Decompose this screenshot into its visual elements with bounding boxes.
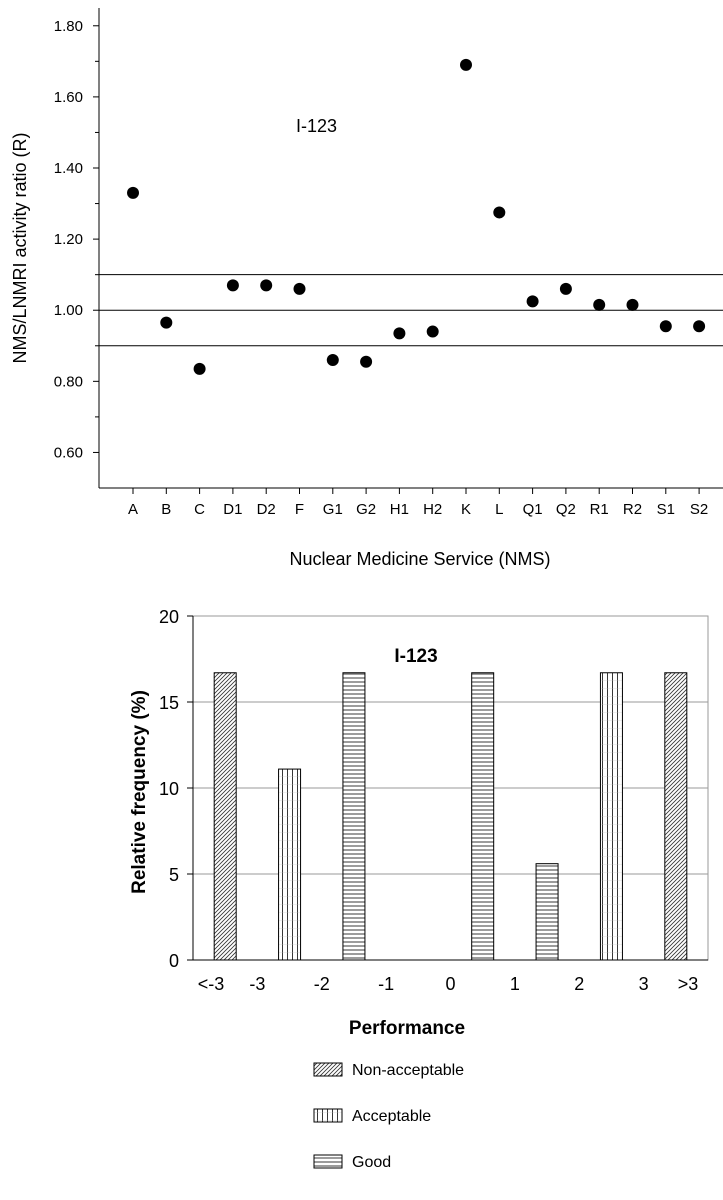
bar-series — [213, 672, 688, 961]
x-tick-label: G1 — [323, 501, 343, 518]
data-point-Q2 — [559, 282, 572, 295]
data-point-F — [293, 282, 306, 295]
y-tick-label: 0 — [169, 951, 179, 971]
x-tick-label: -1 — [378, 974, 394, 994]
y-tick-label: 1.60 — [54, 89, 83, 106]
bar-y-ticks: 0 5 10 15 20 — [159, 607, 193, 971]
x-tick-label: H2 — [423, 501, 442, 518]
x-tick-label: G2 — [356, 501, 376, 518]
scatter-y-ticks: 0.60 0.80 1.00 1.20 1.40 1.60 1.80 — [54, 18, 99, 461]
x-tick-label: R1 — [590, 501, 609, 518]
y-tick-label: 0.60 — [54, 444, 83, 461]
x-tick-label: D1 — [223, 501, 242, 518]
data-point-D2 — [260, 279, 273, 292]
data-point-S1 — [659, 320, 672, 333]
bar-5 — [471, 672, 495, 961]
y-tick-label: 1.20 — [54, 231, 83, 248]
scatter-reference-lines — [99, 274, 723, 347]
data-point-L — [493, 206, 506, 219]
x-tick-label: S2 — [690, 501, 708, 518]
bar-chart-title: I-123 — [394, 646, 437, 667]
bar-legend: Non-acceptable Acceptable Good — [313, 1062, 464, 1171]
bar-x-axis-label: Performance — [349, 1018, 465, 1039]
data-point-H1 — [393, 327, 406, 340]
scatter-chart: 0.60 0.80 1.00 1.20 1.40 1.60 1.80 A B C D1 D2 F G1 G… — [10, 8, 723, 569]
y-tick-label: 20 — [159, 607, 179, 627]
x-tick-label: Q2 — [556, 501, 576, 518]
bar-7 — [599, 672, 623, 961]
y-tick-label: 1.80 — [54, 18, 83, 35]
data-point-S2 — [693, 320, 706, 333]
legend-swatch-good — [313, 1154, 343, 1169]
y-tick-label: 0.80 — [54, 373, 83, 390]
legend-swatch-non-acceptable — [313, 1062, 343, 1077]
x-tick-label: Q1 — [523, 501, 543, 518]
legend-label: Good — [352, 1154, 391, 1171]
y-tick-label: 1.00 — [54, 302, 83, 319]
legend-label: Acceptable — [352, 1108, 431, 1125]
bar-6 — [535, 863, 559, 961]
legend-swatch-acceptable — [313, 1108, 343, 1123]
scatter-annotation: I-123 — [296, 116, 337, 136]
x-tick-label: -2 — [314, 974, 330, 994]
data-point-G1 — [326, 354, 339, 366]
bar-x-ticks: <-3 -3 -2 -1 0 1 2 3 >3 — [198, 974, 699, 994]
bar-chart: 0 5 10 15 20 <-3 -3 -2 -1 0 1 2 3 >3 I-123 Performan… — [129, 607, 709, 1171]
x-tick-label: 3 — [639, 974, 649, 994]
x-tick-label: -3 — [249, 974, 265, 994]
scatter-y-axis-label: NMS/LNMRI activity ratio (R) — [10, 132, 30, 363]
x-tick-label: B — [161, 501, 171, 518]
y-tick-label: 15 — [159, 693, 179, 713]
data-point-G2 — [360, 355, 373, 368]
x-tick-label: D2 — [257, 501, 276, 518]
x-tick-label: K — [461, 501, 471, 518]
x-tick-label: C — [194, 501, 205, 518]
x-tick-label: 1 — [510, 974, 520, 994]
x-tick-label: S1 — [657, 501, 675, 518]
data-point-R2 — [626, 298, 639, 311]
bar-y-axis-label: Relative frequency (%) — [129, 690, 150, 894]
scatter-x-axis-label: Nuclear Medicine Service (NMS) — [289, 549, 550, 569]
legend-label: Non-acceptable — [352, 1062, 464, 1079]
data-point-R1 — [593, 298, 606, 311]
bar-8 — [664, 672, 688, 961]
x-tick-label: F — [295, 501, 304, 518]
bar-3 — [342, 672, 366, 961]
x-tick-label: R2 — [623, 501, 642, 518]
data-point-K — [460, 58, 472, 71]
bar-gridlines — [193, 701, 708, 875]
y-tick-label: 1.40 — [54, 160, 83, 177]
data-point-A — [127, 186, 139, 199]
data-point-C — [193, 362, 206, 375]
x-tick-label: <-3 — [198, 974, 225, 994]
bar-1 — [213, 672, 237, 961]
x-tick-label: 2 — [574, 974, 584, 994]
x-tick-label: 0 — [445, 974, 455, 994]
x-tick-label: A — [128, 501, 138, 518]
data-point-B — [160, 316, 173, 329]
y-tick-label: 10 — [159, 779, 179, 799]
data-point-D1 — [226, 279, 239, 292]
x-tick-label: >3 — [678, 974, 699, 994]
bar-2 — [278, 768, 302, 961]
data-point-Q1 — [526, 295, 539, 308]
scatter-x-ticks: A B C D1 D2 F G1 G2 H1 H2 K L Q1 Q2 R1 R2 S1 S2 — [128, 488, 708, 518]
x-tick-label: H1 — [390, 501, 409, 518]
y-tick-label: 5 — [169, 865, 179, 885]
scatter-points — [127, 58, 706, 375]
data-point-H2 — [426, 325, 439, 338]
x-tick-label: L — [495, 501, 503, 518]
